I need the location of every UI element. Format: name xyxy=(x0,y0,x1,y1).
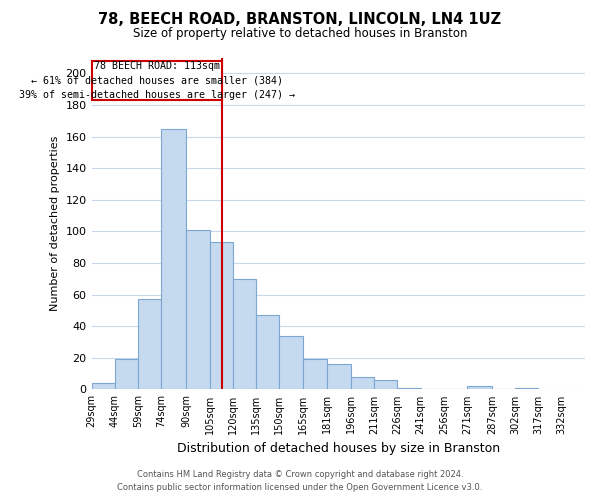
Text: 78, BEECH ROAD, BRANSTON, LINCOLN, LN4 1UZ: 78, BEECH ROAD, BRANSTON, LINCOLN, LN4 1… xyxy=(98,12,502,28)
Bar xyxy=(115,360,138,390)
Bar xyxy=(256,315,280,390)
Text: Contains HM Land Registry data © Crown copyright and database right 2024.
Contai: Contains HM Land Registry data © Crown c… xyxy=(118,470,482,492)
Bar xyxy=(302,360,328,390)
Bar xyxy=(233,279,256,390)
Bar xyxy=(467,386,492,390)
Bar xyxy=(92,60,222,100)
Bar xyxy=(397,388,421,390)
Bar xyxy=(351,377,374,390)
Bar xyxy=(138,300,161,390)
Bar xyxy=(374,380,397,390)
Bar xyxy=(280,336,302,390)
Bar xyxy=(209,242,233,390)
X-axis label: Distribution of detached houses by size in Branston: Distribution of detached houses by size … xyxy=(177,442,500,455)
Bar xyxy=(161,128,186,390)
Bar xyxy=(515,388,538,390)
Bar xyxy=(92,383,115,390)
Bar xyxy=(186,230,209,390)
Text: 78 BEECH ROAD: 113sqm
← 61% of detached houses are smaller (384)
39% of semi-det: 78 BEECH ROAD: 113sqm ← 61% of detached … xyxy=(19,61,295,100)
Y-axis label: Number of detached properties: Number of detached properties xyxy=(50,136,60,311)
Text: Size of property relative to detached houses in Branston: Size of property relative to detached ho… xyxy=(133,28,467,40)
Bar xyxy=(328,364,351,390)
